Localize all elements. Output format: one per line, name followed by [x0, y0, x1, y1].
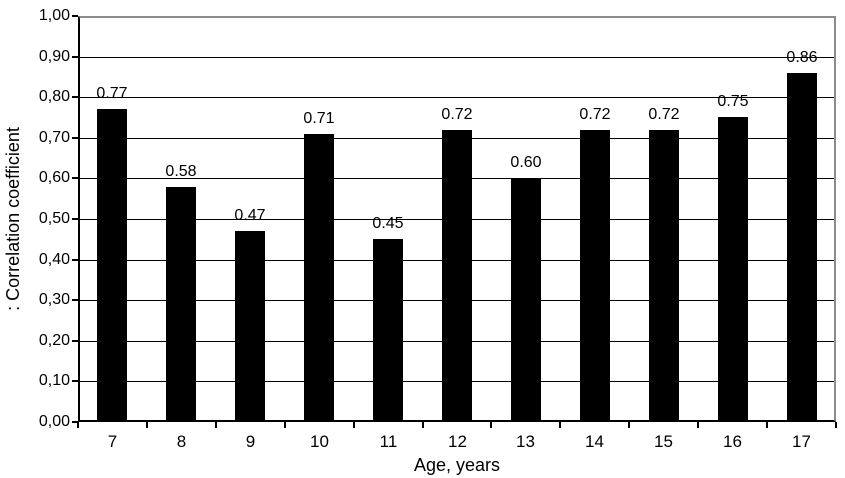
y-tick-label: 0,30	[38, 291, 70, 308]
x-tick-label: 7	[107, 432, 118, 451]
x-axis-title: Age, years	[413, 455, 501, 475]
x-tick-mark	[628, 422, 630, 428]
y-tick-mark	[72, 380, 78, 382]
y-tick-label: 0,50	[38, 210, 70, 227]
bar	[787, 73, 817, 422]
x-tick-mark	[146, 422, 148, 428]
x-tick-label: 9	[245, 432, 256, 451]
bar-value-label: 0.58	[165, 163, 197, 180]
bar-value-label: 0.72	[441, 106, 473, 123]
y-tick-label: 0,80	[38, 88, 70, 105]
bar	[304, 134, 334, 422]
x-tick-mark	[766, 422, 768, 428]
x-tick-mark	[490, 422, 492, 428]
y-tick-label: 0,40	[38, 251, 70, 268]
y-tick-mark	[72, 137, 78, 139]
bar	[373, 239, 403, 422]
y-tick-mark	[72, 299, 78, 301]
bar-value-label: 0.86	[786, 49, 818, 66]
bar	[718, 117, 748, 422]
bar	[442, 130, 472, 422]
x-tick-label: 17	[792, 432, 811, 451]
x-tick-label: 15	[654, 432, 673, 451]
x-tick-mark	[215, 422, 217, 428]
y-tick-label: 0,90	[38, 48, 70, 65]
x-tick-mark	[835, 422, 837, 428]
y-tick-mark	[72, 421, 78, 423]
y-tick-label: 1,00	[38, 7, 70, 24]
y-tick-mark	[72, 56, 78, 58]
y-tick-label: 0,10	[38, 372, 70, 389]
y-tick-label: 0,00	[38, 413, 70, 430]
y-tick-mark	[72, 96, 78, 98]
y-tick-mark	[72, 177, 78, 179]
bar	[97, 109, 127, 422]
x-tick-label: 10	[310, 432, 329, 451]
gridline	[80, 97, 834, 98]
x-tick-mark	[353, 422, 355, 428]
bar-value-label: 0.77	[96, 85, 128, 102]
y-tick-mark	[72, 218, 78, 220]
bar-value-label: 0.47	[234, 207, 266, 224]
y-tick-mark	[72, 340, 78, 342]
x-tick-label: 14	[585, 432, 604, 451]
x-tick-label: 16	[723, 432, 742, 451]
bar-value-label: 0.72	[648, 106, 680, 123]
bar	[511, 178, 541, 422]
x-tick-label: 11	[379, 432, 398, 451]
bar-value-label: 0.72	[579, 106, 611, 123]
bar-value-label: 0.75	[717, 93, 749, 110]
bar	[166, 187, 196, 422]
gridline	[80, 57, 834, 58]
bar-value-label: 0.60	[510, 154, 542, 171]
x-tick-mark	[77, 422, 79, 428]
bar-value-label: 0.71	[303, 110, 335, 127]
bar-value-label: 0.45	[372, 215, 404, 232]
y-tick-label: 0,60	[38, 169, 70, 186]
x-tick-mark	[559, 422, 561, 428]
y-tick-label: 0,70	[38, 129, 70, 146]
y-tick-mark	[72, 15, 78, 17]
x-tick-label: 8	[176, 432, 187, 451]
x-tick-mark	[284, 422, 286, 428]
x-tick-label: 12	[448, 432, 467, 451]
bar	[649, 130, 679, 422]
x-tick-label: 13	[516, 432, 535, 451]
y-tick-mark	[72, 259, 78, 261]
x-tick-mark	[422, 422, 424, 428]
bar	[580, 130, 610, 422]
bar	[235, 231, 265, 422]
y-tick-label: 0,20	[38, 332, 70, 349]
x-tick-mark	[697, 422, 699, 428]
